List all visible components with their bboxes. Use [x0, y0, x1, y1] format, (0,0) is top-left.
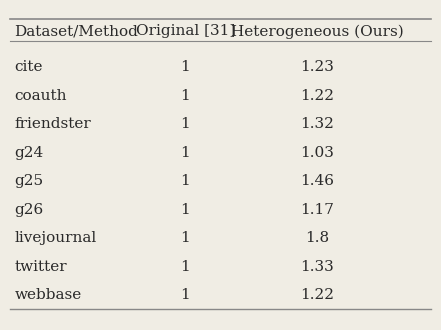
- Text: 1.33: 1.33: [300, 260, 334, 274]
- Text: 1: 1: [180, 288, 191, 302]
- Text: 1.22: 1.22: [300, 288, 334, 302]
- Text: 1.03: 1.03: [300, 146, 334, 160]
- Text: 1: 1: [180, 117, 191, 131]
- Text: 1.22: 1.22: [300, 89, 334, 103]
- Text: Dataset/Method: Dataset/Method: [15, 24, 138, 38]
- Text: 1.17: 1.17: [300, 203, 334, 216]
- Text: twitter: twitter: [15, 260, 67, 274]
- Text: g25: g25: [15, 174, 44, 188]
- Text: Heterogeneous (Ours): Heterogeneous (Ours): [231, 24, 403, 39]
- Text: 1.23: 1.23: [300, 60, 334, 74]
- Text: friendster: friendster: [15, 117, 91, 131]
- Text: 1.32: 1.32: [300, 117, 334, 131]
- Text: 1.8: 1.8: [305, 231, 329, 245]
- Text: g24: g24: [15, 146, 44, 160]
- Text: livejournal: livejournal: [15, 231, 97, 245]
- Text: cite: cite: [15, 60, 43, 74]
- Text: 1: 1: [180, 203, 191, 216]
- Text: coauth: coauth: [15, 89, 67, 103]
- Text: 1: 1: [180, 260, 191, 274]
- Text: 1: 1: [180, 60, 191, 74]
- Text: 1: 1: [180, 89, 191, 103]
- Text: 1: 1: [180, 174, 191, 188]
- Text: 1: 1: [180, 146, 191, 160]
- Text: 1: 1: [180, 231, 191, 245]
- Text: webbase: webbase: [15, 288, 82, 302]
- Text: 1.46: 1.46: [300, 174, 334, 188]
- Text: Original [31]: Original [31]: [136, 24, 235, 38]
- Text: g26: g26: [15, 203, 44, 216]
